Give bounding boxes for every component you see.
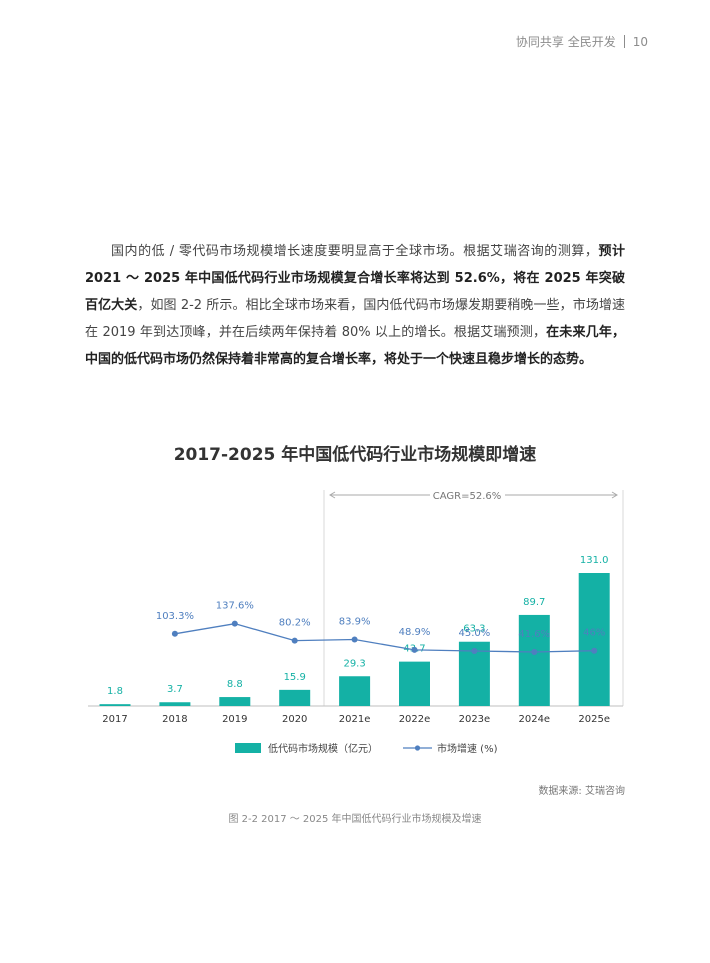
- body-paragraph: 国内的低 / 零代码市场规模增长速度要明显高于全球市场。根据艾瑞咨询的测算，预计…: [85, 238, 625, 373]
- bar-2021e: [339, 676, 371, 706]
- x-tick-2020: 2020: [282, 714, 307, 725]
- cagr-label: CAGR=52.6%: [433, 491, 502, 502]
- bar-label-2019: 8.8: [227, 679, 243, 690]
- bar-2025e: [578, 573, 610, 706]
- bar-label-2017: 1.8: [107, 686, 123, 697]
- page-number: 10: [632, 34, 648, 49]
- paragraph-segment-bold: 预计 2021 ～ 2025 年中国低代码行业市场规模复合增长率将达到 52.6…: [85, 244, 625, 313]
- bar-label-2024e: 89.7: [523, 597, 545, 608]
- legend-bar-swatch: [235, 743, 261, 753]
- growth-point-2025e: [591, 647, 598, 654]
- legend-bar-label: 低代码市场规模（亿元）: [268, 742, 378, 755]
- bar-label-2021e: 29.3: [343, 658, 365, 669]
- bar-2022e: [399, 661, 430, 706]
- legend-line-marker: [414, 745, 421, 751]
- growth-label-2019: 137.6%: [216, 601, 254, 612]
- bar-label-2025e: 131.0: [580, 555, 609, 566]
- legend-line-label: 市场增速 (%): [437, 742, 498, 755]
- bar-2019: [219, 697, 251, 706]
- x-tick-2017: 2017: [102, 714, 127, 725]
- growth-label-2024e: 41.6%: [518, 629, 550, 640]
- growth-point-2020: [291, 637, 298, 644]
- cagr-arrowhead-left: [329, 491, 336, 499]
- header-title: 协同共享 全民开发: [515, 35, 616, 49]
- bar-2024e: [518, 614, 550, 706]
- paragraph-segment: ，如图 2-2 所示。相比全球市场来看，国内低代码市场爆发期要稍晚一些，市场增速…: [85, 298, 625, 340]
- figure-caption: 图 2-2 2017 ～ 2025 年中国低代码行业市场规模及增速: [228, 814, 482, 825]
- growth-label-2022e: 48.9%: [399, 627, 431, 638]
- x-tick-2025e: 2025e: [578, 714, 610, 725]
- growth-label-2021e: 83.9%: [339, 617, 371, 628]
- bar-label-2020: 15.9: [284, 672, 306, 683]
- x-tick-2024e: 2024e: [518, 714, 550, 725]
- growth-label-2018: 103.3%: [156, 611, 194, 622]
- growth-point-2021e: [351, 636, 358, 643]
- cagr-arrowhead-right: [611, 491, 618, 499]
- growth-point-2022e: [411, 646, 418, 653]
- growth-label-2023e: 45.0%: [459, 628, 491, 639]
- bar-2020: [279, 689, 311, 706]
- bar-label-2023e: 63.3: [463, 624, 485, 635]
- growth-point-2018: [171, 630, 178, 637]
- paragraph-segment: 国内的低 / 零代码市场规模增长速度要明显高于全球市场。根据艾瑞咨询的测算，: [111, 244, 599, 259]
- growth-point-2019: [231, 620, 238, 627]
- chart-title: 2017-2025 年中国低代码行业市场规模即增速: [173, 445, 537, 465]
- market-chart: CAGR=52.6% 1.8 2017 3.7 2018 8.8 2019 15.9 2020 2…: [88, 490, 624, 755]
- paragraph-text: 国内的低 / 零代码市场规模增长速度要明显高于全球市场。根据艾瑞咨询的测算，预计…: [85, 238, 625, 373]
- x-tick-2018: 2018: [162, 714, 187, 725]
- growth-point-2024e: [531, 649, 538, 655]
- bar-2017: [99, 704, 131, 706]
- x-tick-2022e: 2022e: [399, 714, 431, 725]
- growth-label-2025e: 46%: [583, 628, 605, 639]
- growth-point-2023e: [471, 647, 478, 654]
- x-tick-2021e: 2021e: [339, 714, 371, 725]
- bar-label-2018: 3.7: [167, 684, 183, 695]
- page-header: 协同共享 全民开发 10: [516, 33, 648, 50]
- growth-line: [174, 623, 595, 653]
- x-tick-2019: 2019: [222, 714, 247, 725]
- growth-label-2020: 80.2%: [279, 618, 311, 629]
- bar-2018: [159, 702, 191, 706]
- header-divider: [623, 35, 625, 48]
- x-tick-2023e: 2023e: [459, 714, 491, 725]
- data-source: 数据来源: 艾瑞咨询: [538, 786, 625, 797]
- paragraph-segment-bold: 在未来几年，中国的低代码市场仍然保持着非常高的复合增长率，将处于一个快速且稳步增…: [85, 325, 625, 367]
